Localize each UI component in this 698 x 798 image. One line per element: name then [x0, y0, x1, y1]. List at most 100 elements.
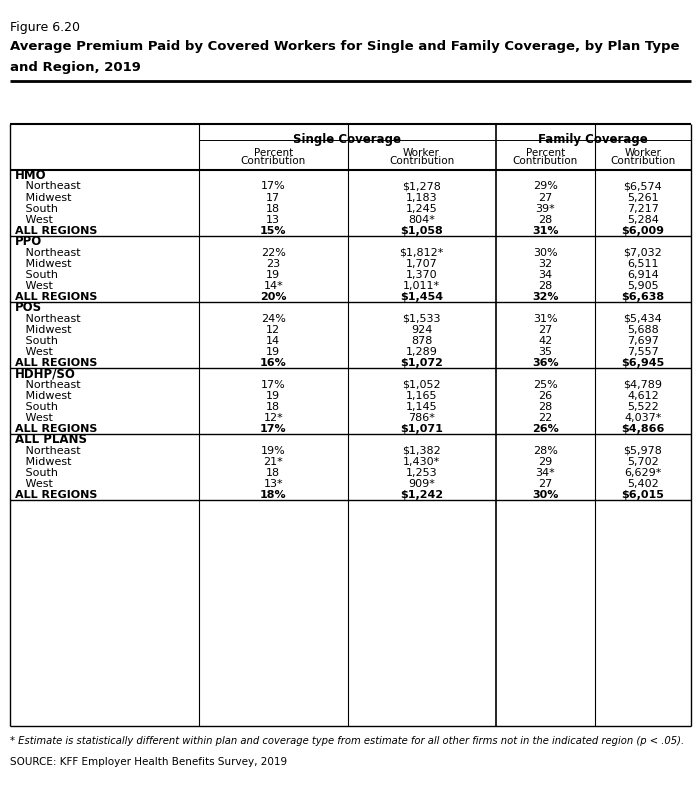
Text: 35: 35	[538, 346, 552, 357]
Text: Single Coverage: Single Coverage	[293, 133, 401, 146]
Text: Northeast: Northeast	[15, 446, 81, 456]
Text: Midwest: Midwest	[15, 192, 72, 203]
Text: 18: 18	[266, 203, 281, 214]
Text: Northeast: Northeast	[15, 247, 81, 258]
Text: 30%: 30%	[532, 490, 558, 500]
Text: ALL REGIONS: ALL REGIONS	[15, 226, 98, 235]
Text: West: West	[15, 346, 53, 357]
Text: 17: 17	[266, 192, 281, 203]
Text: $1,072: $1,072	[400, 358, 443, 368]
Text: Northeast: Northeast	[15, 181, 81, 192]
Text: SOURCE: KFF Employer Health Benefits Survey, 2019: SOURCE: KFF Employer Health Benefits Sur…	[10, 757, 287, 767]
Text: $6,009: $6,009	[621, 226, 664, 235]
Text: 5,522: 5,522	[627, 401, 659, 412]
Text: 34: 34	[538, 270, 552, 279]
Text: Midwest: Midwest	[15, 259, 72, 269]
Text: and Region, 2019: and Region, 2019	[10, 61, 140, 73]
Text: 13: 13	[266, 215, 281, 224]
Text: 18%: 18%	[260, 490, 287, 500]
Text: $1,533: $1,533	[402, 314, 441, 324]
Text: 24%: 24%	[261, 314, 285, 324]
Text: West: West	[15, 281, 53, 290]
Text: 6,914: 6,914	[627, 270, 659, 279]
Text: 32: 32	[538, 259, 552, 269]
Text: $1,812*: $1,812*	[399, 247, 444, 258]
Text: 19: 19	[266, 391, 281, 401]
Text: 6,511: 6,511	[627, 259, 659, 269]
Text: 28%: 28%	[533, 446, 558, 456]
Text: Northeast: Northeast	[15, 314, 81, 324]
Text: 804*: 804*	[408, 215, 435, 224]
Text: 1,430*: 1,430*	[403, 456, 440, 467]
Text: Midwest: Midwest	[15, 325, 72, 334]
Text: 18: 18	[266, 401, 281, 412]
Text: 22: 22	[538, 413, 552, 423]
Text: Figure 6.20: Figure 6.20	[10, 21, 80, 34]
Text: 5,702: 5,702	[627, 456, 659, 467]
Text: 29: 29	[538, 456, 552, 467]
Text: $4,789: $4,789	[623, 380, 662, 389]
Text: Contribution: Contribution	[389, 156, 454, 167]
Text: 1,011*: 1,011*	[403, 281, 440, 290]
Text: 19%: 19%	[261, 446, 285, 456]
Text: 878: 878	[411, 336, 432, 346]
Text: ALL REGIONS: ALL REGIONS	[15, 424, 98, 434]
Text: 1,165: 1,165	[406, 391, 438, 401]
Text: 7,217: 7,217	[627, 203, 659, 214]
Text: ALL REGIONS: ALL REGIONS	[15, 291, 98, 302]
Text: Average Premium Paid by Covered Workers for Single and Family Coverage, by Plan : Average Premium Paid by Covered Workers …	[10, 40, 679, 53]
Text: Midwest: Midwest	[15, 456, 72, 467]
Text: Northeast: Northeast	[15, 380, 81, 389]
Text: 22%: 22%	[261, 247, 285, 258]
Text: 5,905: 5,905	[627, 281, 659, 290]
Text: 5,284: 5,284	[627, 215, 659, 224]
Text: Contribution: Contribution	[610, 156, 676, 167]
Text: 1,145: 1,145	[406, 401, 438, 412]
Text: 25%: 25%	[533, 380, 558, 389]
Text: 5,688: 5,688	[627, 325, 659, 334]
Text: 28: 28	[538, 215, 552, 224]
Text: 909*: 909*	[408, 479, 435, 489]
Text: 13*: 13*	[263, 479, 283, 489]
Text: 34*: 34*	[535, 468, 555, 478]
Text: Worker: Worker	[403, 148, 440, 158]
Text: $1,071: $1,071	[400, 424, 443, 434]
Text: West: West	[15, 479, 53, 489]
Text: Percent: Percent	[253, 148, 293, 158]
Text: $7,032: $7,032	[623, 247, 662, 258]
Text: $1,278: $1,278	[402, 181, 441, 192]
Text: 32%: 32%	[532, 291, 558, 302]
Text: HMO: HMO	[15, 169, 47, 182]
Text: 5,261: 5,261	[627, 192, 659, 203]
Text: West: West	[15, 413, 53, 423]
Text: $5,434: $5,434	[623, 314, 662, 324]
Text: $6,015: $6,015	[621, 490, 664, 500]
Text: 16%: 16%	[260, 358, 287, 368]
Text: Contribution: Contribution	[512, 156, 578, 167]
Text: South: South	[15, 203, 59, 214]
Text: 924: 924	[411, 325, 432, 334]
Text: 12*: 12*	[263, 413, 283, 423]
Text: $1,058: $1,058	[400, 226, 443, 235]
Text: $1,382: $1,382	[402, 446, 441, 456]
Text: 1,245: 1,245	[406, 203, 438, 214]
Text: 5,402: 5,402	[627, 479, 659, 489]
Text: 6,629*: 6,629*	[624, 468, 662, 478]
Text: 36%: 36%	[532, 358, 558, 368]
Text: 29%: 29%	[533, 181, 558, 192]
Text: 23: 23	[266, 259, 281, 269]
Text: 28: 28	[538, 281, 552, 290]
Text: 15%: 15%	[260, 226, 286, 235]
Text: ALL PLANS: ALL PLANS	[15, 433, 87, 446]
Text: $6,638: $6,638	[621, 291, 664, 302]
Text: 4,037*: 4,037*	[624, 413, 662, 423]
Text: $1,052: $1,052	[402, 380, 441, 389]
Text: POS: POS	[15, 301, 43, 314]
Text: 39*: 39*	[535, 203, 555, 214]
Text: $4,866: $4,866	[621, 424, 664, 434]
Text: 4,612: 4,612	[627, 391, 659, 401]
Text: 1,183: 1,183	[406, 192, 438, 203]
Text: 42: 42	[538, 336, 552, 346]
Text: 19: 19	[266, 270, 281, 279]
Text: $1,242: $1,242	[400, 490, 443, 500]
